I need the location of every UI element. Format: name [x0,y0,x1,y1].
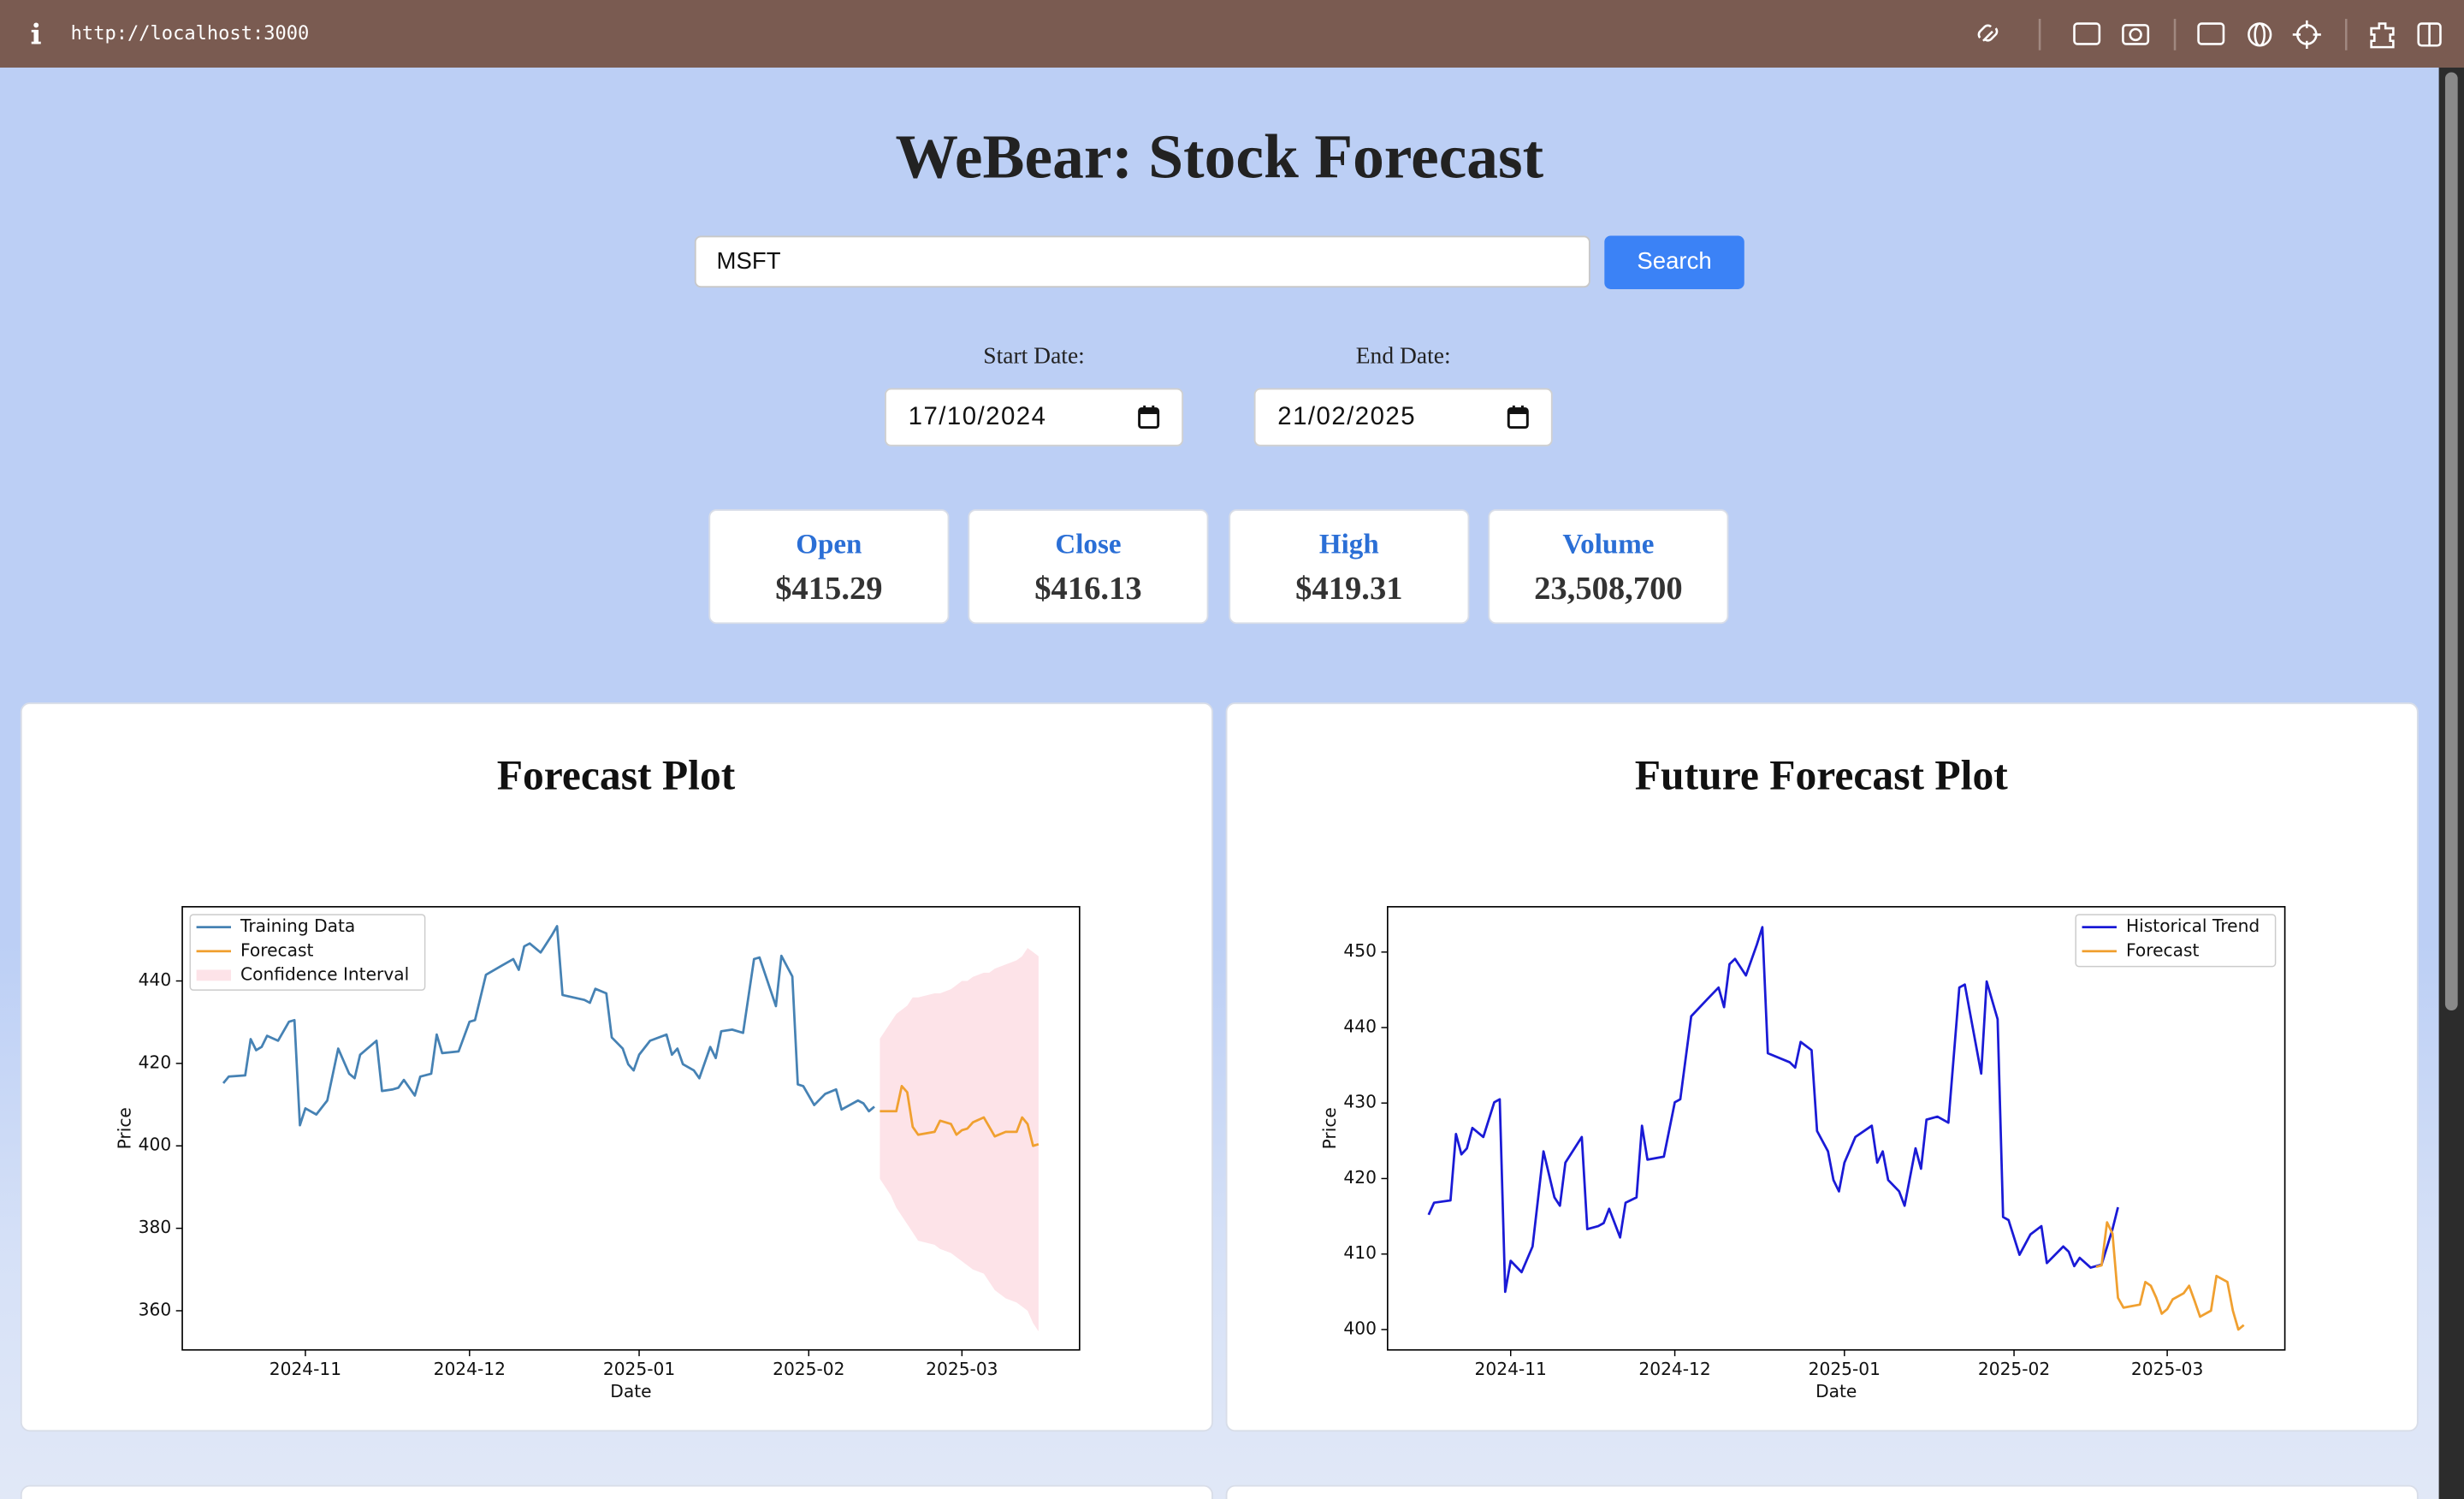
toolbar-icons [1977,19,2442,50]
x-tick-label: 2025-03 [926,1359,998,1379]
chart-title: Forecast Plot [497,751,736,798]
stat-card: Volume 23,508,700 [1488,509,1729,625]
extensions-icon[interactable] [2370,22,2395,49]
date-label: Start Date: [983,344,1085,370]
legend-swatch [196,969,232,981]
plot-frame [181,905,1081,1351]
search-button[interactable]: Search [1604,235,1744,289]
camera-icon[interactable] [2122,24,2150,45]
stat-value: $416.13 [1034,568,1142,607]
panel [20,1484,1213,1499]
y-tick-label: 400 [139,1135,172,1155]
y-tick-label: 410 [1343,1242,1377,1263]
stat-label: High [1318,528,1379,560]
legend [189,914,426,991]
stat-value: $419.31 [1295,568,1403,607]
x-tick-label: 2025-03 [2131,1359,2203,1379]
y-tick-label: 400 [1343,1318,1377,1338]
stat-label: Close [1055,528,1122,560]
scrollbar-thumb[interactable] [2444,72,2458,1011]
legend-label: Forecast [2126,939,2200,960]
url[interactable]: http://localhost:3000 [70,21,310,44]
x-tick-label: 2025-01 [603,1359,675,1379]
line [880,1085,1040,1147]
chart-panel [1225,702,2419,1432]
y-tick-label: 360 [139,1299,172,1319]
x-tick-label: 2025-01 [1809,1359,1881,1379]
search-value: MSFT [716,248,781,276]
stat-value: $415.29 [775,568,883,607]
y-tick-label: 440 [1343,1016,1377,1036]
date-value: 21/02/2025 [1277,404,1417,431]
terminal-icon[interactable] [2197,22,2225,45]
line [1427,926,2119,1294]
x-tick-label: 2025-02 [1978,1359,2050,1379]
stat-label: Open [796,528,862,560]
line [2095,1221,2245,1331]
legend-label: Confidence Interval [240,963,409,984]
plot-frame [1387,905,2286,1351]
stat-card: Open $415.29 [708,509,950,625]
x-axis-label: Date [610,1381,651,1401]
search-input[interactable]: MSFT [694,235,1590,288]
calendar-icon[interactable] [1138,405,1160,430]
date-input[interactable]: 17/10/2024 [885,388,1184,447]
x-tick-label: 2024-11 [270,1359,341,1379]
confidence-band [880,947,1039,1332]
y-tick-label: 420 [1343,1167,1377,1188]
y-axis-label: Price [114,1107,134,1149]
y-axis-label: Price [1319,1107,1340,1149]
y-tick-label: 450 [1343,940,1377,961]
legend-label: Historical Trend [2126,915,2260,936]
stat-value: 23,508,700 [1534,568,1683,607]
line [222,925,875,1127]
page-title: WeBear: Stock Forecast [895,121,1544,193]
x-tick-label: 2024-12 [1638,1359,1710,1379]
capture-icon[interactable] [2073,22,2101,45]
x-tick-label: 2024-11 [1475,1359,1547,1379]
panel [1225,1484,2419,1499]
x-axis-label: Date [1815,1381,1857,1401]
calendar-icon[interactable] [1507,405,1529,430]
stat-card: High $419.31 [1229,509,1470,625]
info-icon[interactable] [27,22,49,47]
y-tick-label: 420 [139,1052,172,1072]
browser-toolbar: http://localhost:3000 [0,0,2464,68]
date-label: End Date: [1355,344,1451,370]
x-tick-label: 2025-02 [773,1359,844,1379]
y-tick-label: 440 [139,969,172,990]
link-icon[interactable] [1977,24,1999,42]
legend-label: Forecast [240,939,314,960]
date-value: 17/10/2024 [908,404,1047,431]
y-tick-label: 380 [139,1217,172,1237]
y-tick-label: 430 [1343,1092,1377,1112]
x-tick-label: 2024-12 [434,1359,506,1379]
legend-label: Training Data [240,915,355,936]
chart-title: Future Forecast Plot [1635,751,2008,798]
stat-card: Close $416.13 [968,509,1209,625]
date-input[interactable]: 21/02/2025 [1253,388,1553,447]
legend [2075,914,2277,968]
stat-label: Volume [1562,528,1655,560]
